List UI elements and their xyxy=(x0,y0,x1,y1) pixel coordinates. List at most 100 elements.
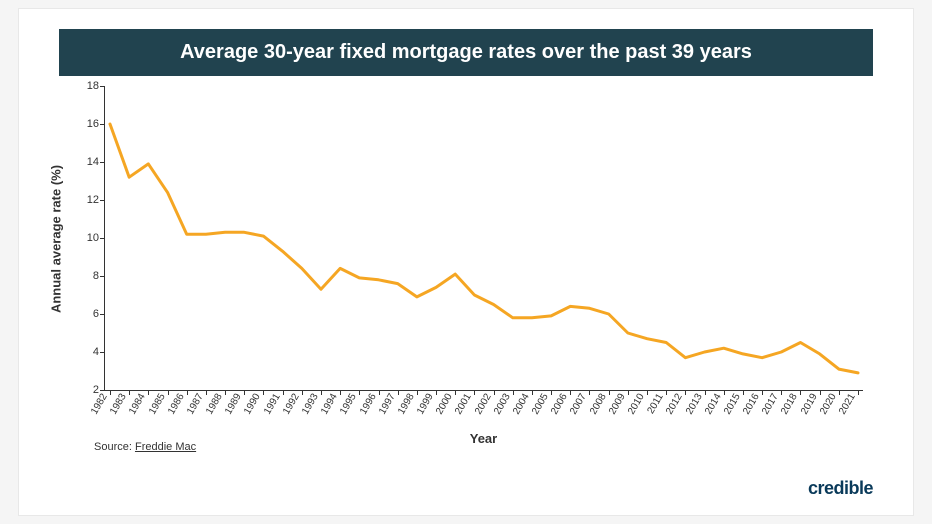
x-tick-mark xyxy=(743,390,744,395)
x-tick-label: 2000 xyxy=(434,392,455,417)
x-tick-label: 1991 xyxy=(262,392,283,417)
y-tick-label: 18 xyxy=(75,80,99,92)
x-tick-mark xyxy=(206,390,207,395)
chart-container: Average 30-year fixed mortgage rates ove… xyxy=(18,8,914,516)
y-tick-label: 4 xyxy=(75,346,99,358)
x-tick-label: 2020 xyxy=(818,392,839,417)
x-tick-label: 1998 xyxy=(396,392,417,417)
x-tick-mark xyxy=(398,390,399,395)
y-tick-mark xyxy=(100,390,105,391)
x-tick-mark xyxy=(781,390,782,395)
line-chart-svg xyxy=(105,86,863,390)
x-tick-label: 2007 xyxy=(569,392,590,417)
x-tick-label: 2004 xyxy=(511,392,532,417)
x-tick-mark xyxy=(455,390,456,395)
y-tick-mark xyxy=(100,162,105,163)
x-tick-label: 1997 xyxy=(377,392,398,417)
x-tick-label: 1984 xyxy=(127,392,148,417)
x-tick-mark xyxy=(263,390,264,395)
x-tick-mark xyxy=(513,390,514,395)
x-tick-label: 2001 xyxy=(454,392,475,417)
x-tick-mark xyxy=(225,390,226,395)
x-tick-mark xyxy=(110,390,111,395)
x-tick-mark xyxy=(340,390,341,395)
x-tick-mark xyxy=(532,390,533,395)
y-tick-mark xyxy=(100,86,105,87)
x-tick-mark xyxy=(244,390,245,395)
y-tick-mark xyxy=(100,276,105,277)
x-tick-label: 2009 xyxy=(607,392,628,417)
y-tick-mark xyxy=(100,238,105,239)
x-tick-mark xyxy=(724,390,725,395)
x-tick-label: 2016 xyxy=(741,392,762,417)
x-tick-label: 1986 xyxy=(166,392,187,417)
x-tick-label: 1983 xyxy=(108,392,129,417)
x-tick-label: 1988 xyxy=(204,392,225,417)
x-tick-mark xyxy=(705,390,706,395)
x-tick-mark xyxy=(283,390,284,395)
x-tick-label: 2005 xyxy=(530,392,551,417)
x-tick-label: 1995 xyxy=(338,392,359,417)
y-tick-label: 14 xyxy=(75,156,99,168)
x-tick-label: 1994 xyxy=(319,392,340,417)
x-tick-mark xyxy=(321,390,322,395)
x-tick-mark xyxy=(474,390,475,395)
x-tick-mark xyxy=(589,390,590,395)
x-tick-mark xyxy=(839,390,840,395)
x-tick-mark xyxy=(379,390,380,395)
x-axis-label: Year xyxy=(104,431,863,446)
x-tick-mark xyxy=(168,390,169,395)
x-tick-mark xyxy=(436,390,437,395)
x-tick-mark xyxy=(129,390,130,395)
x-tick-label: 2012 xyxy=(665,392,686,417)
x-tick-label: 2003 xyxy=(492,392,513,417)
x-tick-mark xyxy=(148,390,149,395)
data-line xyxy=(110,124,858,373)
x-tick-mark xyxy=(666,390,667,395)
x-tick-label: 2013 xyxy=(684,392,705,417)
x-tick-label: 2008 xyxy=(588,392,609,417)
x-tick-label: 2006 xyxy=(549,392,570,417)
chart-title: Average 30-year fixed mortgage rates ove… xyxy=(59,29,873,76)
x-tick-mark xyxy=(647,390,648,395)
plot-region: 2468101214161819821983198419851986198719… xyxy=(104,86,863,391)
x-tick-mark xyxy=(685,390,686,395)
x-tick-mark xyxy=(551,390,552,395)
y-tick-label: 12 xyxy=(75,194,99,206)
x-tick-mark xyxy=(820,390,821,395)
x-tick-label: 1985 xyxy=(147,392,168,417)
y-tick-label: 16 xyxy=(75,118,99,130)
x-tick-label: 1992 xyxy=(281,392,302,417)
x-tick-label: 1987 xyxy=(185,392,206,417)
y-tick-mark xyxy=(100,124,105,125)
y-tick-mark xyxy=(100,314,105,315)
x-tick-mark xyxy=(570,390,571,395)
x-tick-mark xyxy=(609,390,610,395)
x-tick-label: 1999 xyxy=(415,392,436,417)
x-tick-mark xyxy=(359,390,360,395)
x-tick-label: 2019 xyxy=(799,392,820,417)
chart-area: Annual average rate (%) 2468101214161819… xyxy=(104,86,863,391)
x-tick-label: 1989 xyxy=(223,392,244,417)
x-tick-mark xyxy=(800,390,801,395)
x-tick-mark xyxy=(302,390,303,395)
y-axis-label: Annual average rate (%) xyxy=(49,164,64,312)
y-tick-mark xyxy=(100,352,105,353)
y-tick-label: 8 xyxy=(75,270,99,282)
x-tick-label: 2018 xyxy=(780,392,801,417)
y-tick-label: 2 xyxy=(75,384,99,396)
brand-logo: credible xyxy=(808,478,873,499)
x-tick-label: 1996 xyxy=(358,392,379,417)
x-tick-mark xyxy=(762,390,763,395)
x-tick-label: 1990 xyxy=(243,392,264,417)
x-tick-label: 1993 xyxy=(300,392,321,417)
x-tick-mark xyxy=(628,390,629,395)
y-tick-label: 6 xyxy=(75,308,99,320)
x-tick-label: 2010 xyxy=(626,392,647,417)
x-tick-label: 2011 xyxy=(646,392,666,416)
y-tick-label: 10 xyxy=(75,232,99,244)
x-tick-label: 2014 xyxy=(703,392,724,417)
x-tick-mark xyxy=(187,390,188,395)
x-tick-mark xyxy=(417,390,418,395)
x-tick-label: 2002 xyxy=(473,392,494,417)
